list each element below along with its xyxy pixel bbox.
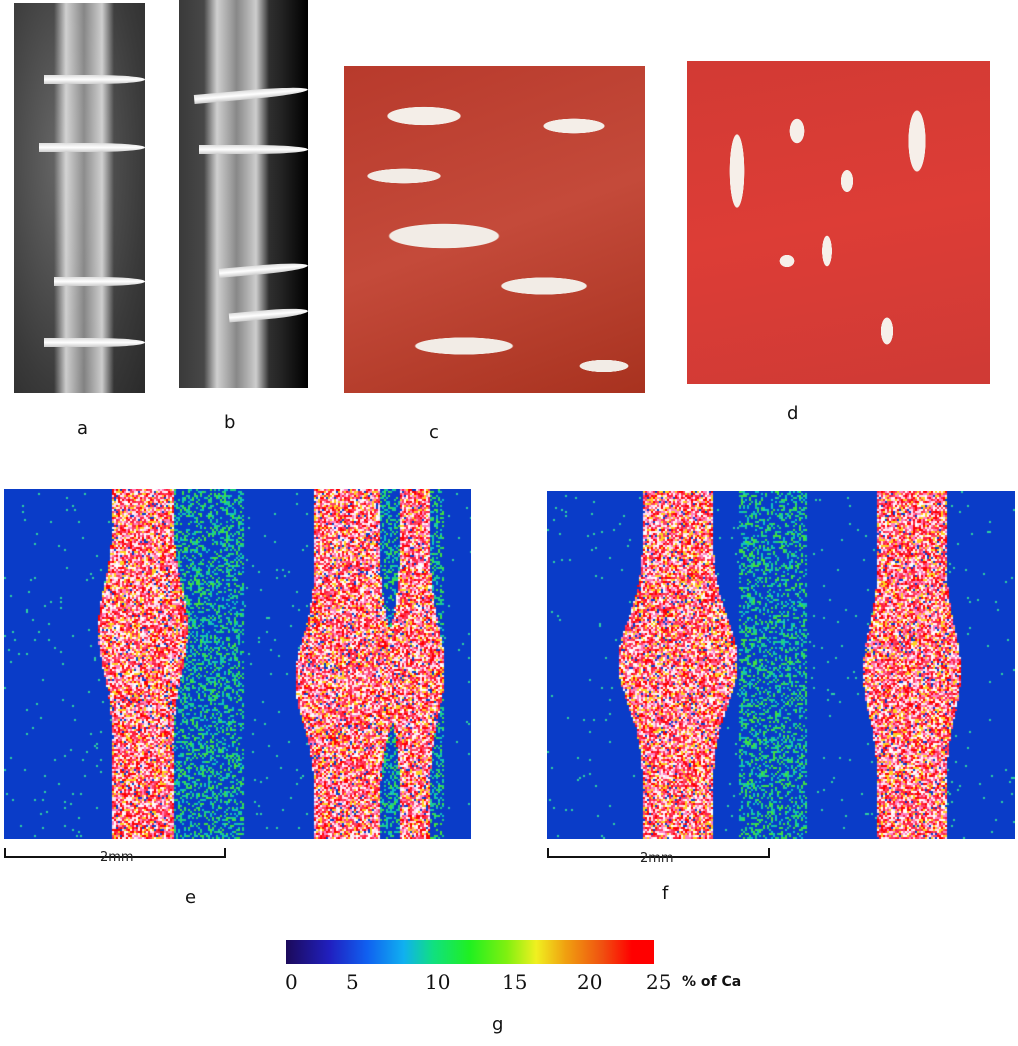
xray-image-a: [14, 3, 145, 393]
colorbar-tick: 15: [502, 970, 527, 994]
calcium-map-e: [4, 489, 471, 839]
fixation-pin: [54, 277, 145, 286]
colorbar-tick: 20: [577, 970, 602, 994]
colorbar: [286, 940, 654, 964]
colorbar-tick: 10: [425, 970, 450, 994]
histology-image-d: [687, 61, 990, 384]
bone-shaft: [204, 0, 269, 388]
panel-label-d: d: [787, 403, 798, 424]
panel-label-a: a: [77, 418, 88, 439]
panel-label-f: f: [662, 883, 668, 904]
fixation-pin: [44, 75, 145, 84]
scale-bar-label-f: 2mm: [640, 851, 674, 866]
histology-image-c: [344, 66, 645, 393]
colorbar-tick: 0: [285, 970, 298, 994]
xray-image-b: [179, 0, 308, 388]
fixation-pin: [199, 145, 308, 154]
calcium-map-f: [547, 491, 1015, 839]
bone-shaft: [54, 3, 114, 393]
panel-label-g: g: [492, 1014, 503, 1035]
colorbar-tick: 25: [646, 970, 671, 994]
scale-bar-label-e: 2mm: [100, 850, 134, 865]
colorbar-unit: % of Ca: [682, 974, 741, 990]
fixation-pin: [44, 338, 145, 347]
panel-label-e: e: [185, 887, 196, 908]
panel-label-c: c: [429, 422, 439, 443]
colorbar-tick: 5: [346, 970, 359, 994]
fixation-pin: [39, 143, 145, 152]
panel-label-b: b: [224, 412, 235, 433]
